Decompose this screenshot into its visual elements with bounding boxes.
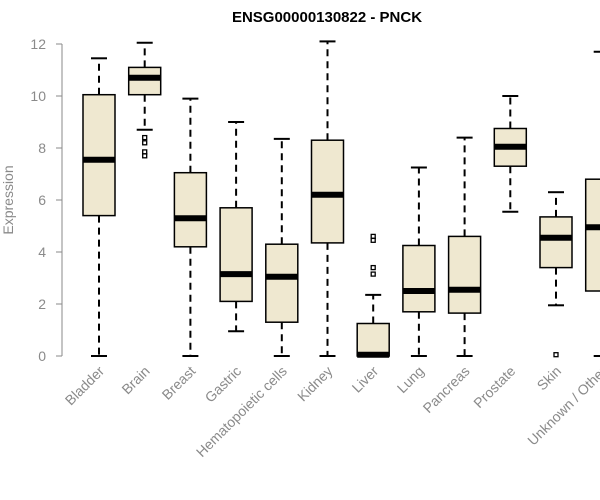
outlier-point [370,237,376,243]
box [127,66,162,96]
x-tick-label: Pancreas [420,363,473,416]
y-tick-label: 12 [30,36,46,52]
box [265,243,299,323]
y-axis: 0 2 4 6 8 10 12 [30,36,63,364]
outlier-point [142,134,148,141]
outliers-layer [142,134,559,358]
x-tick-label: Breast [159,363,199,403]
y-tick-label: 6 [38,192,46,208]
box [539,216,573,269]
y-tick-label: 2 [38,296,46,312]
x-tick-label: Prostate [470,363,518,411]
x-tick-label: Gastric [202,363,245,406]
box [584,178,600,292]
box [173,171,208,248]
y-axis-label: Expression [0,165,16,234]
outlier-point [370,264,376,271]
box [402,244,436,313]
outlier-point [553,352,559,358]
y-tick-label: 4 [38,244,46,260]
outlier-point [142,140,148,146]
x-tick-label: Kidney [294,363,336,405]
box [310,139,345,244]
y-tick-label: 8 [38,140,46,156]
chart-title: ENSG00000130822 - PNCK [232,9,422,26]
y-tick-label: 0 [38,348,46,364]
x-tick-label: Lung [394,363,427,396]
x-tick-label: Liver [349,363,382,396]
x-tick-label: Skin [534,363,565,394]
box [219,207,253,303]
x-tick-label: Hematopoietic cells [193,363,290,460]
outlier-point [142,153,148,159]
box [447,235,482,314]
x-tick-label: Brain [118,363,152,397]
boxes-layer [82,66,600,358]
whiskers-layer [91,40,600,357]
outlier-point [370,271,376,277]
x-tick-label: Bladder [62,363,108,409]
box [82,93,116,217]
box [356,322,390,357]
y-tick-label: 10 [30,88,46,104]
